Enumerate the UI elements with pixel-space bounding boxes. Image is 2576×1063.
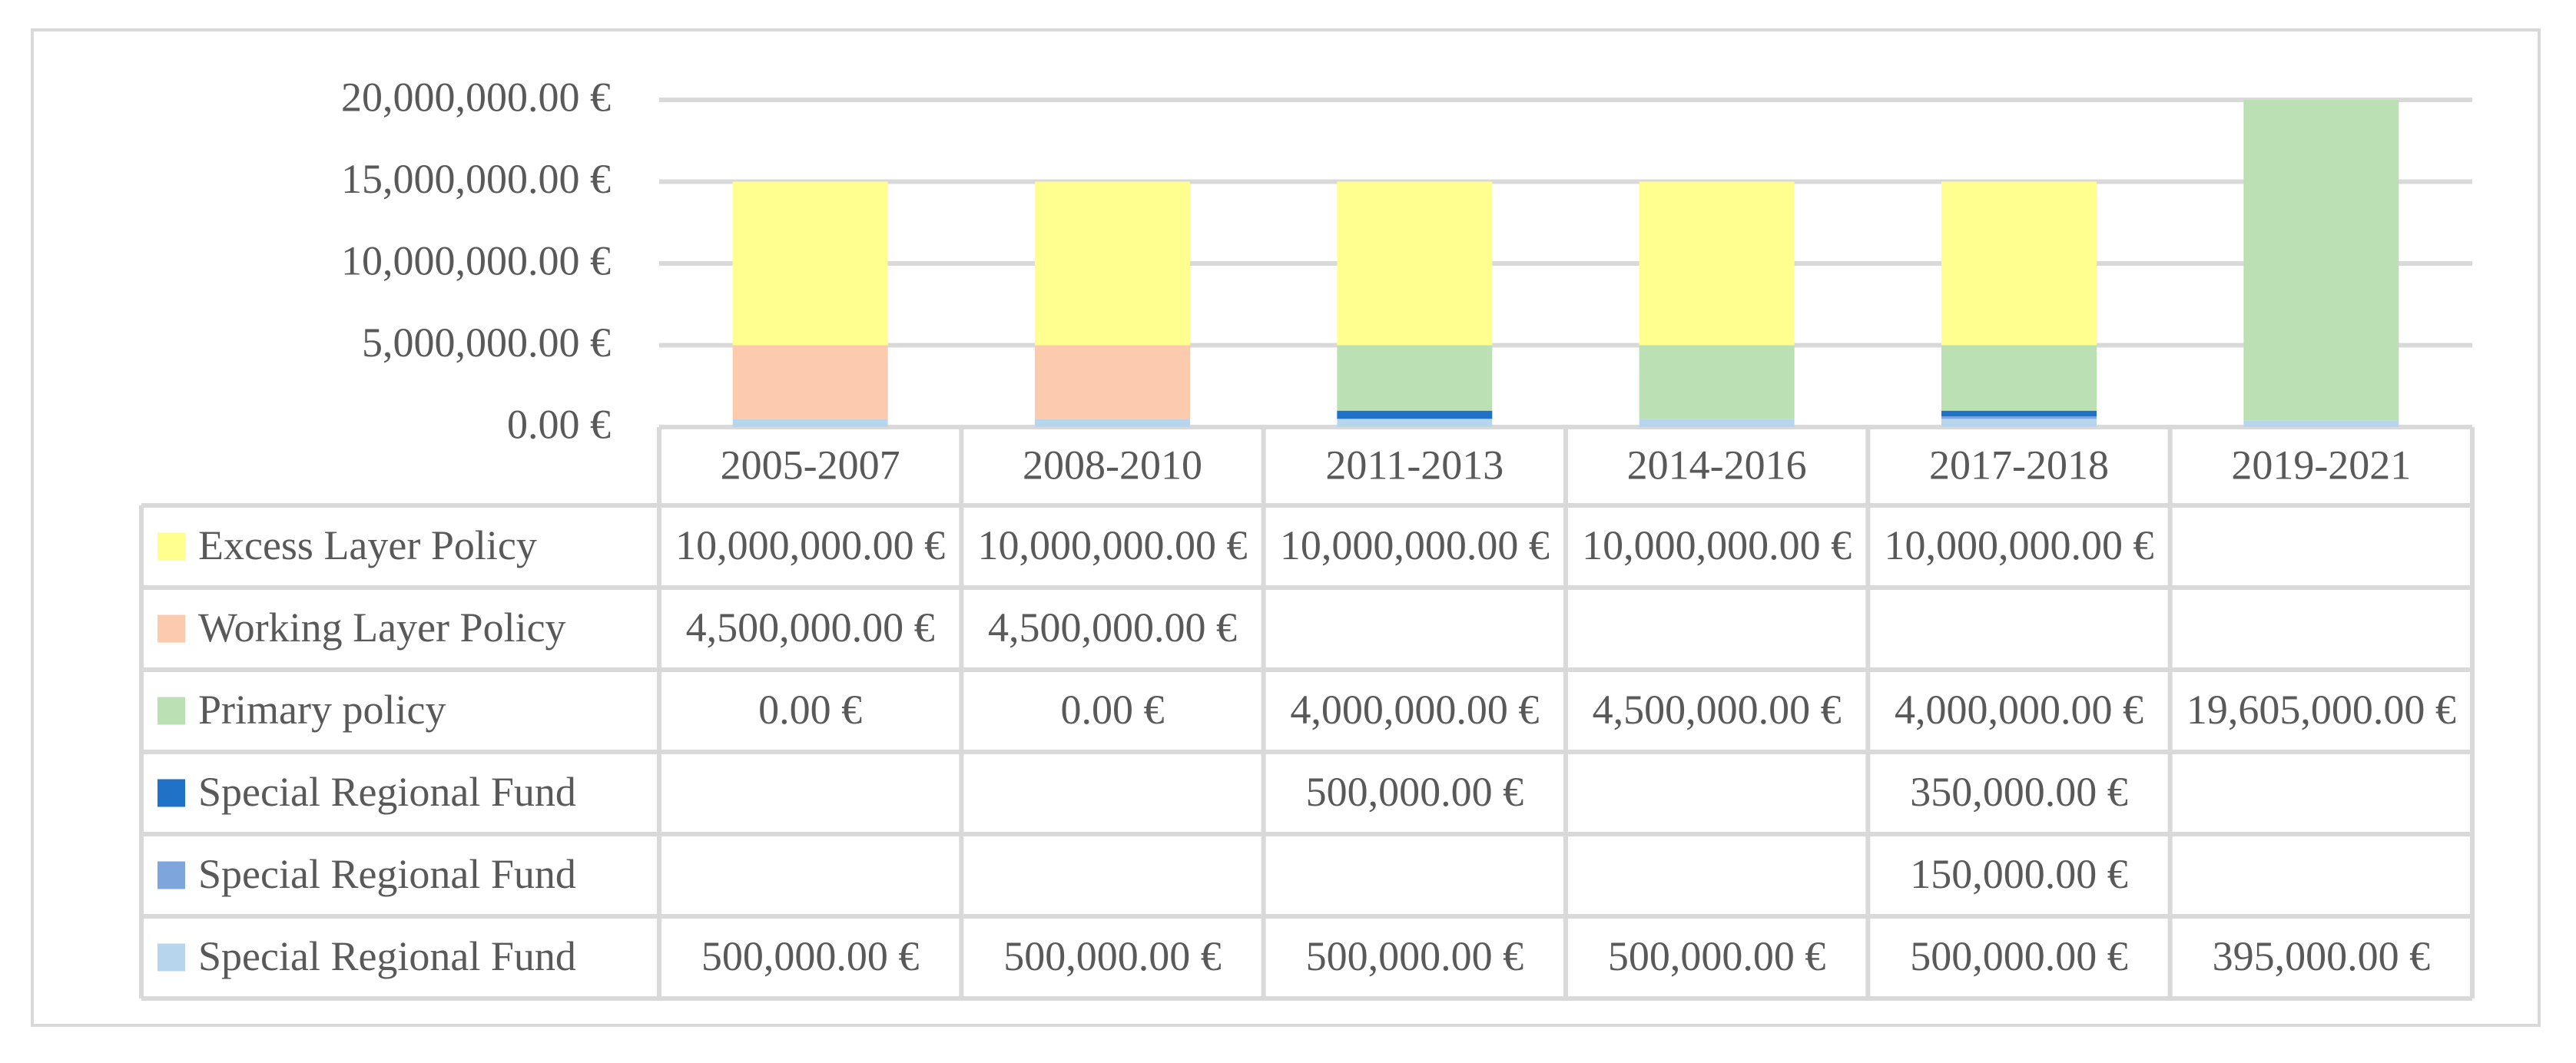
y-tick-label: 5,000,000.00 € xyxy=(362,320,611,366)
bar-segment xyxy=(2243,100,2399,421)
data-label: 500,000.00 € xyxy=(1306,933,1524,979)
bar-segment xyxy=(732,419,888,427)
data-label: 4,000,000.00 € xyxy=(1895,687,2143,733)
data-label: 500,000.00 € xyxy=(1608,933,1826,979)
bar-segment xyxy=(1337,410,1493,419)
data-label: 4,500,000.00 € xyxy=(686,604,935,651)
data-label: 10,000,000.00 € xyxy=(1582,522,1852,568)
bar-segment xyxy=(1941,345,2097,411)
legend-label: Excess Layer Policy xyxy=(198,522,537,568)
y-tick-label: 0.00 € xyxy=(507,401,611,447)
data-label: 4,000,000.00 € xyxy=(1290,687,1539,733)
y-tick-label: 15,000,000.00 € xyxy=(341,156,611,202)
legend-label: Special Regional Fund xyxy=(198,769,576,815)
bar-segment xyxy=(1941,410,2097,417)
bar-segment xyxy=(1035,419,1190,427)
x-tick-label: 2017-2018 xyxy=(1929,442,2109,488)
bar-segment xyxy=(1941,416,2097,419)
data-label: 0.00 € xyxy=(758,687,862,733)
data-label: 19,605,000.00 € xyxy=(2186,687,2456,733)
legend-key xyxy=(157,532,185,561)
data-label: 10,000,000.00 € xyxy=(675,522,945,568)
x-tick-label: 2014-2016 xyxy=(1627,442,1807,488)
legend-label: Special Regional Fund xyxy=(198,851,576,897)
x-tick-label: 2008-2010 xyxy=(1023,442,1202,488)
chart-frame xyxy=(31,28,2541,1027)
bar-segment xyxy=(2243,420,2399,427)
data-label: 10,000,000.00 € xyxy=(1885,522,2154,568)
data-label: 500,000.00 € xyxy=(1306,769,1524,815)
legend-key xyxy=(157,861,185,889)
x-tick-label: 2011-2013 xyxy=(1325,442,1503,488)
y-tick-label: 10,000,000.00 € xyxy=(341,237,611,283)
bar-segment xyxy=(1639,345,1795,419)
data-label: 500,000.00 € xyxy=(1910,933,2128,979)
bar-segment xyxy=(1035,181,1190,346)
data-label: 10,000,000.00 € xyxy=(978,522,1248,568)
bar-segment xyxy=(1035,345,1190,419)
bar-segment xyxy=(1639,419,1795,427)
bar-segment xyxy=(1337,419,1493,427)
data-label: 350,000.00 € xyxy=(1910,769,2128,815)
bar-segment xyxy=(732,345,888,419)
data-label: 150,000.00 € xyxy=(1910,851,2128,897)
bar-segment xyxy=(1639,181,1795,346)
legend-key xyxy=(157,943,185,972)
data-label: 0.00 € xyxy=(1061,687,1165,733)
y-tick-label: 20,000,000.00 € xyxy=(341,74,611,120)
data-label: 395,000.00 € xyxy=(2213,933,2431,979)
data-label: 500,000.00 € xyxy=(1003,933,1222,979)
bar-segment xyxy=(1337,181,1493,346)
x-tick-label: 2005-2007 xyxy=(721,442,900,488)
data-label: 4,500,000.00 € xyxy=(988,604,1237,651)
bar-segment xyxy=(1941,181,2097,346)
bar-segment xyxy=(1941,419,2097,427)
legend-key xyxy=(157,697,185,725)
data-label: 10,000,000.00 € xyxy=(1280,522,1550,568)
legend-key xyxy=(157,779,185,807)
legend-label: Working Layer Policy xyxy=(198,604,566,651)
legend-label: Special Regional Fund xyxy=(198,933,576,979)
bar-segment xyxy=(1337,345,1493,411)
legend-label: Primary policy xyxy=(198,687,446,733)
legend-key xyxy=(157,614,185,643)
bar-segment xyxy=(732,181,888,346)
data-label: 500,000.00 € xyxy=(701,933,920,979)
data-label: 4,500,000.00 € xyxy=(1593,687,1842,733)
x-tick-label: 2019-2021 xyxy=(2231,442,2411,488)
